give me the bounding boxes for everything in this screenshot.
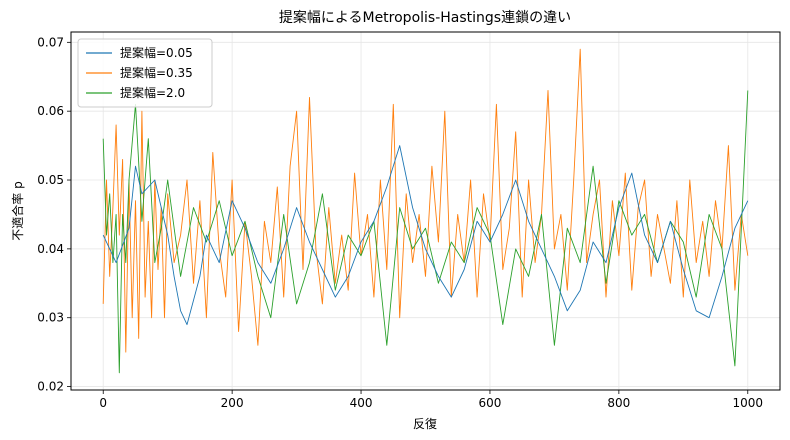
y-tick-label: 0.05 xyxy=(37,173,64,187)
x-tick-label: 600 xyxy=(479,396,502,410)
x-tick-label: 400 xyxy=(350,396,373,410)
y-tick-label: 0.03 xyxy=(37,311,64,325)
y-tick-label: 0.02 xyxy=(37,380,64,394)
series-line-0 xyxy=(102,145,749,326)
chart-title: 提案幅によるMetropolis-Hastings連鎖の違い xyxy=(279,9,571,26)
plot-frame xyxy=(70,31,781,391)
legend-label-2: 提案幅=2.0 xyxy=(120,85,185,100)
x-tick-label: 800 xyxy=(607,396,630,410)
legend-label-0: 提案幅=0.05 xyxy=(120,45,193,60)
y-axis-label: 不適合率 p xyxy=(10,181,25,240)
legend-label-1: 提案幅=0.35 xyxy=(120,65,193,80)
x-axis: 0 200 400 600 800 1000 xyxy=(99,390,763,410)
x-tick-label: 0 xyxy=(99,396,107,410)
legend: 提案幅=0.05 提案幅=0.35 提案幅=2.0 xyxy=(77,38,213,108)
series-group xyxy=(102,48,749,374)
legend-box xyxy=(77,38,213,108)
series-line-2 xyxy=(102,90,749,374)
y-tick-label: 0.04 xyxy=(37,242,64,256)
y-tick-label: 0.06 xyxy=(37,104,64,118)
y-tick-label: 0.07 xyxy=(37,35,64,49)
y-axis: 0.02 0.03 0.04 0.05 0.06 0.07 xyxy=(37,35,71,394)
x-tick-label: 1000 xyxy=(732,396,763,410)
x-axis-label: 反復 xyxy=(413,416,437,431)
series-line-1 xyxy=(102,48,749,353)
x-tick-label: 200 xyxy=(221,396,244,410)
